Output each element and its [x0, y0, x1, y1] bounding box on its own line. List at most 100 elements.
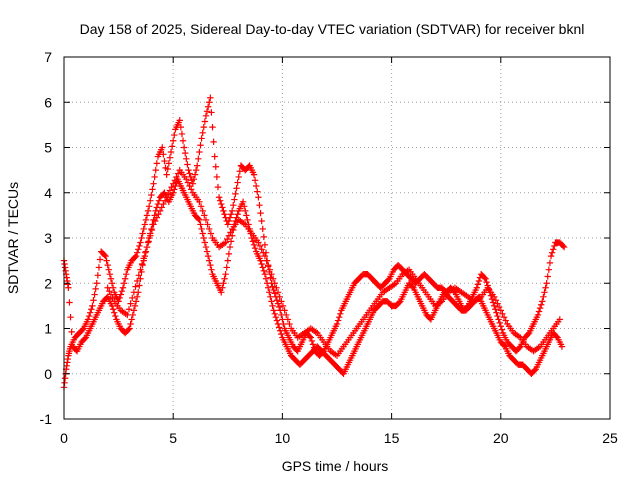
y-tick-label: -1: [40, 411, 53, 427]
y-tick-labels: -1 0 1 2 3 4 5 6 7: [40, 49, 53, 427]
data-point: [163, 194, 170, 201]
chart-title: Day 158 of 2025, Sidereal Day-to-day VTE…: [80, 21, 585, 37]
data-point: [230, 201, 237, 209]
data-point: [132, 252, 140, 260]
data-point: [137, 275, 144, 282]
data-point: [93, 280, 100, 287]
data-point: [182, 149, 189, 157]
data-point: [125, 326, 132, 333]
data-point: [233, 185, 240, 192]
data-point: [155, 197, 163, 204]
data-point: [234, 179, 241, 186]
data-point: [493, 309, 500, 316]
data-point: [266, 289, 273, 296]
data-point: [140, 225, 147, 233]
data-point: [215, 194, 223, 201]
data-point: [142, 249, 149, 256]
data-point: [261, 241, 269, 248]
data-point: [499, 310, 506, 317]
data-point: [202, 112, 210, 120]
data-point: [271, 310, 278, 317]
data-point: [150, 180, 157, 187]
data-point: [516, 344, 523, 351]
data-point: [135, 246, 142, 253]
data-point: [124, 311, 131, 319]
data-point: [492, 306, 499, 313]
data-point: [207, 230, 215, 237]
y-tick-label: 5: [44, 140, 52, 156]
data-point: [543, 280, 550, 287]
data-point: [254, 188, 261, 195]
data-point: [102, 252, 109, 260]
data-point: [269, 302, 276, 310]
data-point: [136, 242, 143, 250]
data-point: [271, 280, 278, 287]
data-point: [68, 328, 75, 336]
data-point: [271, 290, 278, 297]
data-point: [141, 221, 149, 228]
data-point: [95, 264, 103, 271]
data-point: [200, 123, 207, 131]
data-point: [255, 239, 262, 246]
data-point: [90, 297, 97, 304]
data-point: [263, 257, 270, 264]
data-point: [104, 284, 111, 291]
data-point: [207, 261, 214, 269]
data-point: [538, 301, 545, 308]
data-point: [210, 138, 217, 146]
data-point: [251, 244, 259, 252]
data-point: [547, 252, 555, 260]
data-point: [148, 191, 155, 199]
data-point: [131, 254, 139, 261]
data-point: [190, 175, 198, 183]
data-point: [168, 143, 176, 150]
data-point: [195, 155, 202, 163]
data-point: [147, 232, 154, 239]
data-point: [550, 246, 557, 253]
data-point: [79, 326, 86, 333]
data-point: [204, 252, 212, 260]
data-point: [106, 271, 114, 278]
data-point: [496, 319, 503, 327]
data-point: [222, 239, 229, 246]
data-point: [108, 280, 116, 287]
data-point: [551, 242, 558, 250]
data-point: [187, 173, 194, 181]
data-point: [544, 273, 551, 280]
data-point: [165, 160, 173, 167]
data-point: [198, 135, 205, 142]
data-point: [535, 308, 543, 315]
data-point: [123, 271, 130, 278]
data-point: [222, 271, 229, 278]
data-point: [231, 196, 238, 203]
data-point: [206, 225, 213, 233]
data-point: [531, 367, 538, 374]
data-point: [128, 316, 135, 323]
data-point: [166, 154, 174, 161]
data-point: [213, 173, 221, 181]
data-point: [208, 109, 215, 116]
data-point: [173, 173, 180, 181]
data-point: [534, 311, 542, 319]
data-point: [275, 303, 283, 311]
data-point: [161, 197, 169, 204]
data-point: [198, 225, 205, 233]
data-point: [502, 317, 509, 324]
data-point: [524, 330, 532, 338]
data-point: [127, 300, 134, 307]
data-point: [270, 307, 277, 314]
data-point: [281, 307, 288, 314]
data-point: [199, 207, 206, 215]
data-point: [558, 343, 566, 350]
data-point: [117, 291, 124, 298]
data-point: [171, 131, 178, 139]
data-point: [107, 275, 115, 282]
data-point: [495, 316, 502, 323]
data-point: [142, 216, 150, 224]
data-point: [500, 342, 508, 349]
data-point: [174, 170, 182, 177]
data-point: [137, 266, 144, 273]
data-point: [274, 289, 282, 296]
data-point: [170, 137, 177, 144]
x-tick-label: 15: [384, 430, 400, 446]
